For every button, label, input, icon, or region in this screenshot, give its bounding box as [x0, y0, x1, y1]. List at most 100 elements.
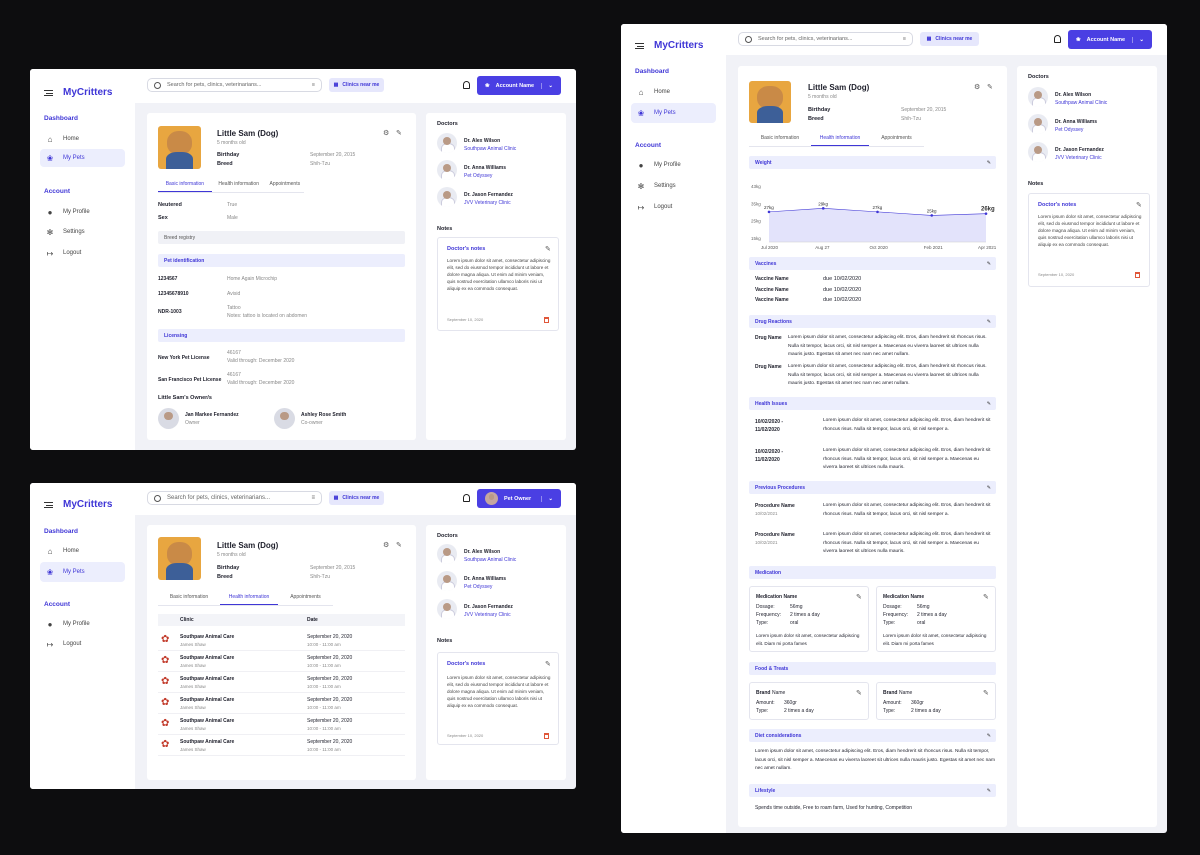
nav-item-logout[interactable]: ↦ Logout [637, 202, 673, 212]
edit-icon[interactable]: ✎ [983, 594, 989, 601]
table-row[interactable]: ✿ Southpaw Animal Care James Shaw September… [158, 737, 405, 756]
doctor-clinic[interactable]: Pet Odyssey [1055, 127, 1084, 133]
bell-icon[interactable] [463, 494, 470, 502]
sex-label: Sex [158, 215, 168, 221]
edit-icon[interactable]: ✎ [986, 159, 991, 166]
license-label: New York Pet License [158, 355, 210, 361]
id-value: Home Again Microchip [227, 276, 278, 282]
edit-icon[interactable]: ✎ [545, 246, 551, 253]
tab-health-information[interactable]: Health information [218, 181, 259, 187]
gear-icon[interactable]: ⚙ [383, 542, 390, 549]
edit-icon[interactable]: ✎ [986, 787, 991, 794]
tab-appointments[interactable]: Appointments [269, 181, 301, 187]
gear-icon[interactable]: ⚙ [383, 130, 390, 137]
doctor-clinic[interactable]: Southpaw Animal Clinic [464, 557, 517, 563]
search-input[interactable]: Search for pets, clinics, veterinarians.… [147, 491, 322, 505]
edit-icon[interactable]: ✎ [396, 542, 402, 549]
birthday-label: Birthday [217, 152, 240, 158]
clinic-name: Southpaw Animal Care [180, 634, 235, 640]
nav-item-my-profile[interactable]: ● My Profile [40, 617, 125, 631]
doctor-name[interactable]: Dr. Alex Wilson [464, 138, 501, 144]
table-row[interactable]: ✿ Southpaw Animal Care James Shaw September… [158, 653, 405, 672]
clinics-near-me-button[interactable]: ▦ Clinics near me [329, 78, 384, 92]
search-input[interactable]: Search for pets, clinics, veterinarians.… [147, 78, 322, 92]
trash-icon[interactable] [1135, 272, 1140, 278]
doctor-clinic[interactable]: JVV Veterinary Clinic [464, 612, 511, 618]
nav-item-my-profile[interactable]: ● My Profile [40, 205, 125, 219]
doctor-name[interactable]: Dr. Anna Williams [464, 576, 507, 582]
doctor-name[interactable]: Dr. Alex Wilson [1055, 92, 1092, 98]
menu-icon[interactable] [44, 501, 53, 508]
edit-icon[interactable]: ✎ [986, 400, 991, 407]
gear-icon[interactable]: ⚙ [974, 84, 981, 91]
filter-icon[interactable]: ≡ [902, 36, 906, 42]
doctor-clinic[interactable]: JVV Veterinary Clinic [464, 200, 511, 206]
clinics-near-me-button[interactable]: ▦ Clinics near me [920, 32, 979, 46]
tab-health-information[interactable]: Health information [811, 135, 869, 146]
vaccine-name: Vaccine Name [755, 287, 789, 293]
account-menu[interactable]: Pet Owner ⌄ [477, 489, 561, 508]
tab-basic-information[interactable]: Basic information [169, 594, 209, 600]
doctor-name[interactable]: Dr. Jason Fernandez [1055, 147, 1104, 153]
doctor-name[interactable]: Dr. Anna Williams [464, 165, 507, 171]
edit-icon[interactable]: ✎ [983, 690, 989, 697]
doctor-name[interactable]: Dr. Jason Fernandez [464, 604, 513, 610]
edit-icon[interactable]: ✎ [986, 318, 991, 325]
edit-icon[interactable]: ✎ [545, 661, 551, 668]
nav-item-my-profile[interactable]: ● My Profile [631, 158, 716, 172]
edit-icon[interactable]: ✎ [396, 130, 402, 137]
filter-icon[interactable]: ≡ [311, 82, 315, 88]
account-menu[interactable]: ❀ Account Name ⌄ [1068, 30, 1152, 49]
edit-icon[interactable]: ✎ [1136, 202, 1142, 209]
doctor-clinic[interactable]: Pet Odyssey [464, 584, 493, 590]
edit-icon[interactable]: ✎ [986, 484, 991, 491]
tab-appointments[interactable]: Appointments [881, 135, 912, 141]
trash-icon[interactable] [544, 733, 549, 739]
nav-item-my-pets[interactable]: ❀ My Pets [631, 103, 716, 123]
home-icon: ⌂ [47, 546, 53, 556]
doctor-clinic[interactable]: Southpaw Animal Clinic [464, 146, 517, 152]
table-row[interactable]: ✿ Southpaw Animal Care James Shaw September… [158, 632, 405, 651]
building-icon: ▦ [333, 495, 339, 501]
filter-icon[interactable]: ≡ [311, 495, 315, 501]
weight-band: Weight ✎ [749, 156, 996, 169]
pet-detail-card: Little Sam (Dog) 5 months old Birthday B… [147, 113, 416, 440]
menu-icon[interactable] [635, 42, 644, 49]
trash-icon[interactable] [544, 317, 549, 323]
nav-item-settings[interactable]: ✻ Settings [46, 227, 85, 237]
tab-basic-information[interactable]: Basic information [158, 181, 212, 192]
nav-item-my-pets[interactable]: ❀ My Pets [40, 562, 125, 582]
nav-item-home[interactable]: ⌂ Home [631, 85, 716, 99]
table-row[interactable]: ✿ Southpaw Animal Care James Shaw September… [158, 695, 405, 714]
doctor-name[interactable]: Dr. Alex Wilson [464, 549, 501, 555]
edit-icon[interactable]: ✎ [986, 260, 991, 267]
doctor-name[interactable]: Dr. Anna Williams [1055, 119, 1098, 125]
edit-icon[interactable]: ✎ [856, 594, 862, 601]
doctor-name[interactable]: Dr. Jason Fernandez [464, 192, 513, 198]
tab-appointments[interactable]: Appointments [290, 594, 321, 600]
search-input[interactable]: Search for pets, clinics, veterinarians.… [738, 32, 913, 46]
nav-item-home[interactable]: ⌂ Home [40, 544, 125, 558]
edit-icon[interactable]: ✎ [986, 732, 991, 739]
account-menu[interactable]: ❀ Account Name ⌄ [477, 76, 561, 95]
menu-icon[interactable] [44, 89, 53, 96]
doctor-clinic[interactable]: Southpaw Animal Clinic [1055, 100, 1108, 106]
doctor-clinic[interactable]: JVV Veterinary Clinic [1055, 155, 1102, 161]
edit-icon[interactable]: ✎ [856, 690, 862, 697]
tab-health-information[interactable]: Health information [220, 594, 278, 605]
table-row[interactable]: ✿ Southpaw Animal Care James Shaw September… [158, 716, 405, 735]
nav-item-settings[interactable]: ✻ Settings [637, 181, 676, 191]
nav-item-logout[interactable]: ↦ Logout [46, 248, 82, 258]
nav-item-logout[interactable]: ↦ Logout [46, 639, 82, 649]
nav-section-dashboard: Dashboard [635, 68, 669, 75]
tab-basic-information[interactable]: Basic information [760, 135, 800, 141]
nav-item-home[interactable]: ⌂ Home [40, 132, 125, 146]
edit-icon[interactable]: ✎ [987, 84, 993, 91]
clinics-near-me-button[interactable]: ▦ Clinics near me [329, 491, 384, 505]
nav-item-my-pets[interactable]: ❀ My Pets [40, 149, 125, 167]
doctor-clinic[interactable]: Pet Odyssey [464, 173, 493, 179]
bell-icon[interactable] [463, 81, 470, 89]
bell-icon[interactable] [1054, 35, 1061, 43]
nav-section-account: Account [635, 142, 661, 149]
table-row[interactable]: ✿ Southpaw Animal Care James Shaw September… [158, 674, 405, 693]
